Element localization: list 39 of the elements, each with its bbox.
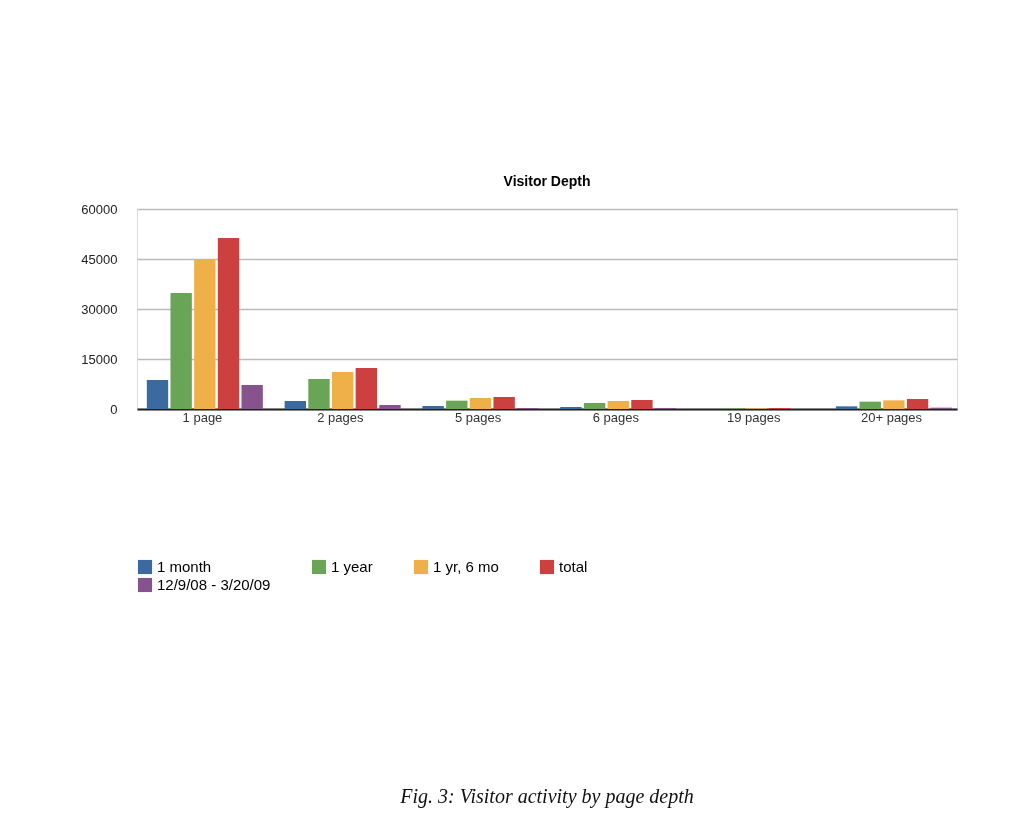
x-tick-label: 20+ pages <box>860 409 923 425</box>
x-tick-label: 5 pages <box>454 409 502 425</box>
bar <box>607 401 629 409</box>
bar <box>217 238 240 409</box>
y-tick-label: 30000 <box>81 301 118 317</box>
legend-label: 12/9/08 - 3/20/09 <box>157 576 271 593</box>
bar <box>355 368 377 409</box>
x-tick-label: 1 page <box>182 409 223 425</box>
y-tick-label: 60000 <box>81 201 118 217</box>
bar <box>331 372 354 409</box>
chart-title: Visitor Depth <box>503 173 591 189</box>
bar <box>241 385 263 409</box>
caption: Fig. 3: Visitor activity by page depth <box>399 785 694 808</box>
legend-label: 1 month <box>157 558 212 575</box>
legend-label: total <box>559 558 588 575</box>
bar <box>906 399 929 409</box>
bar <box>146 380 169 409</box>
y-tick-label: 15000 <box>81 351 118 367</box>
bar <box>631 400 653 409</box>
bar <box>308 379 330 409</box>
y-tick-label: 45000 <box>81 251 118 267</box>
bar <box>859 401 881 409</box>
x-tick-label: 6 pages <box>592 409 640 425</box>
legend-label: 1 year <box>331 558 373 575</box>
x-tick-label: 19 pages <box>726 409 781 425</box>
bar <box>835 406 858 409</box>
bar <box>170 293 192 409</box>
legend-label: 1 yr, 6 mo <box>433 558 499 575</box>
bar <box>284 401 306 409</box>
bar <box>446 400 468 409</box>
bar <box>493 397 515 409</box>
bar <box>422 406 444 409</box>
bar <box>379 405 401 409</box>
bar <box>883 400 905 409</box>
bar <box>583 403 606 409</box>
y-tick-label: 0 <box>110 401 118 417</box>
x-tick-label: 2 pages <box>317 409 364 425</box>
bar <box>469 398 492 409</box>
bar <box>194 259 216 409</box>
